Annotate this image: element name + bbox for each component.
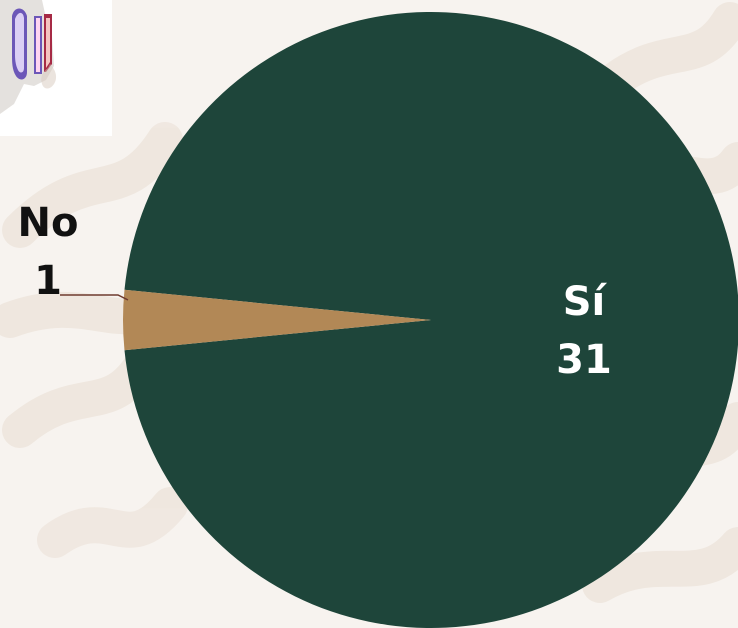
pie-label-si-name: Sí xyxy=(563,279,608,325)
leader-line-no xyxy=(60,294,129,301)
pie-label-no-value: 1 xyxy=(34,258,62,304)
pie-slice-no xyxy=(123,289,431,351)
logo-icon xyxy=(0,0,112,136)
pie-label-no-name: No xyxy=(18,200,79,246)
pie-slice-si xyxy=(124,12,738,628)
pie-label-si-value: 31 xyxy=(556,337,612,383)
logo-panel xyxy=(0,0,112,136)
